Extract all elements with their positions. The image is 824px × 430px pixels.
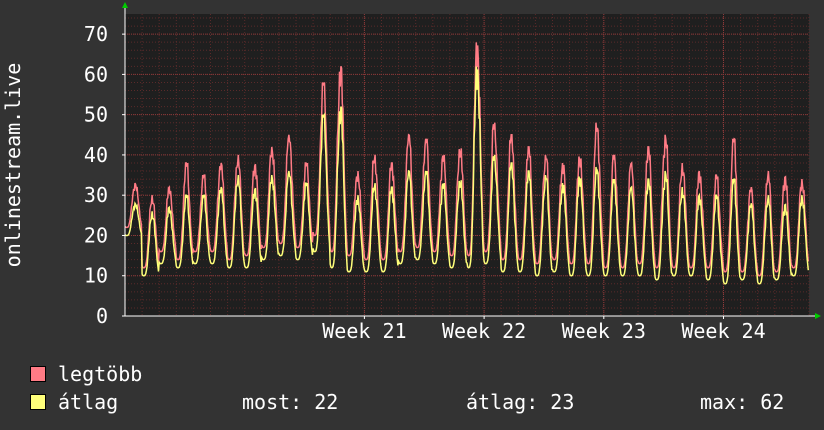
y-tick-label: 20 [84, 223, 108, 247]
stat-max: max: 62 [700, 390, 785, 414]
atlag-label: átlag [58, 390, 119, 414]
axes-layer [122, 2, 821, 319]
y-tick-label: 10 [84, 264, 108, 288]
atlag-swatch [30, 394, 46, 410]
y-axis-arrow [122, 2, 128, 8]
legend-row-legtobb: legtöbb [30, 362, 810, 386]
x-tick-labels: Week 21 Week 22 Week 23 Week 24 [322, 319, 765, 343]
y-tick-label: 0 [96, 304, 108, 328]
x-axis-arrow [815, 313, 821, 319]
series-layer [124, 42, 810, 285]
y-tick-label: 30 [84, 183, 108, 207]
y-tick-label: 40 [84, 143, 108, 167]
y-axis-label: onlinestream.live [1, 63, 25, 268]
y-tick-label: 50 [84, 103, 108, 127]
x-tick-label: Week 24 [681, 319, 765, 343]
stat-now: most: 22 [242, 390, 339, 414]
y-tick-label: 70 [84, 22, 108, 46]
legtobb-label: legtöbb [58, 362, 143, 386]
legend-row-atlag: átlag most: 22 átlag: 23 max: 62 [30, 390, 810, 414]
stat-average: átlag: 23 [466, 390, 575, 414]
x-tick-label: Week 22 [442, 319, 526, 343]
y-tick-label: 60 [84, 62, 108, 86]
y-tick-labels: 0 10 20 30 40 50 60 70 [84, 22, 108, 328]
series-line-atlag [124, 66, 810, 285]
legtobb-swatch [30, 366, 46, 382]
x-tick-label: Week 21 [322, 319, 406, 343]
x-tick-label: Week 23 [562, 319, 646, 343]
